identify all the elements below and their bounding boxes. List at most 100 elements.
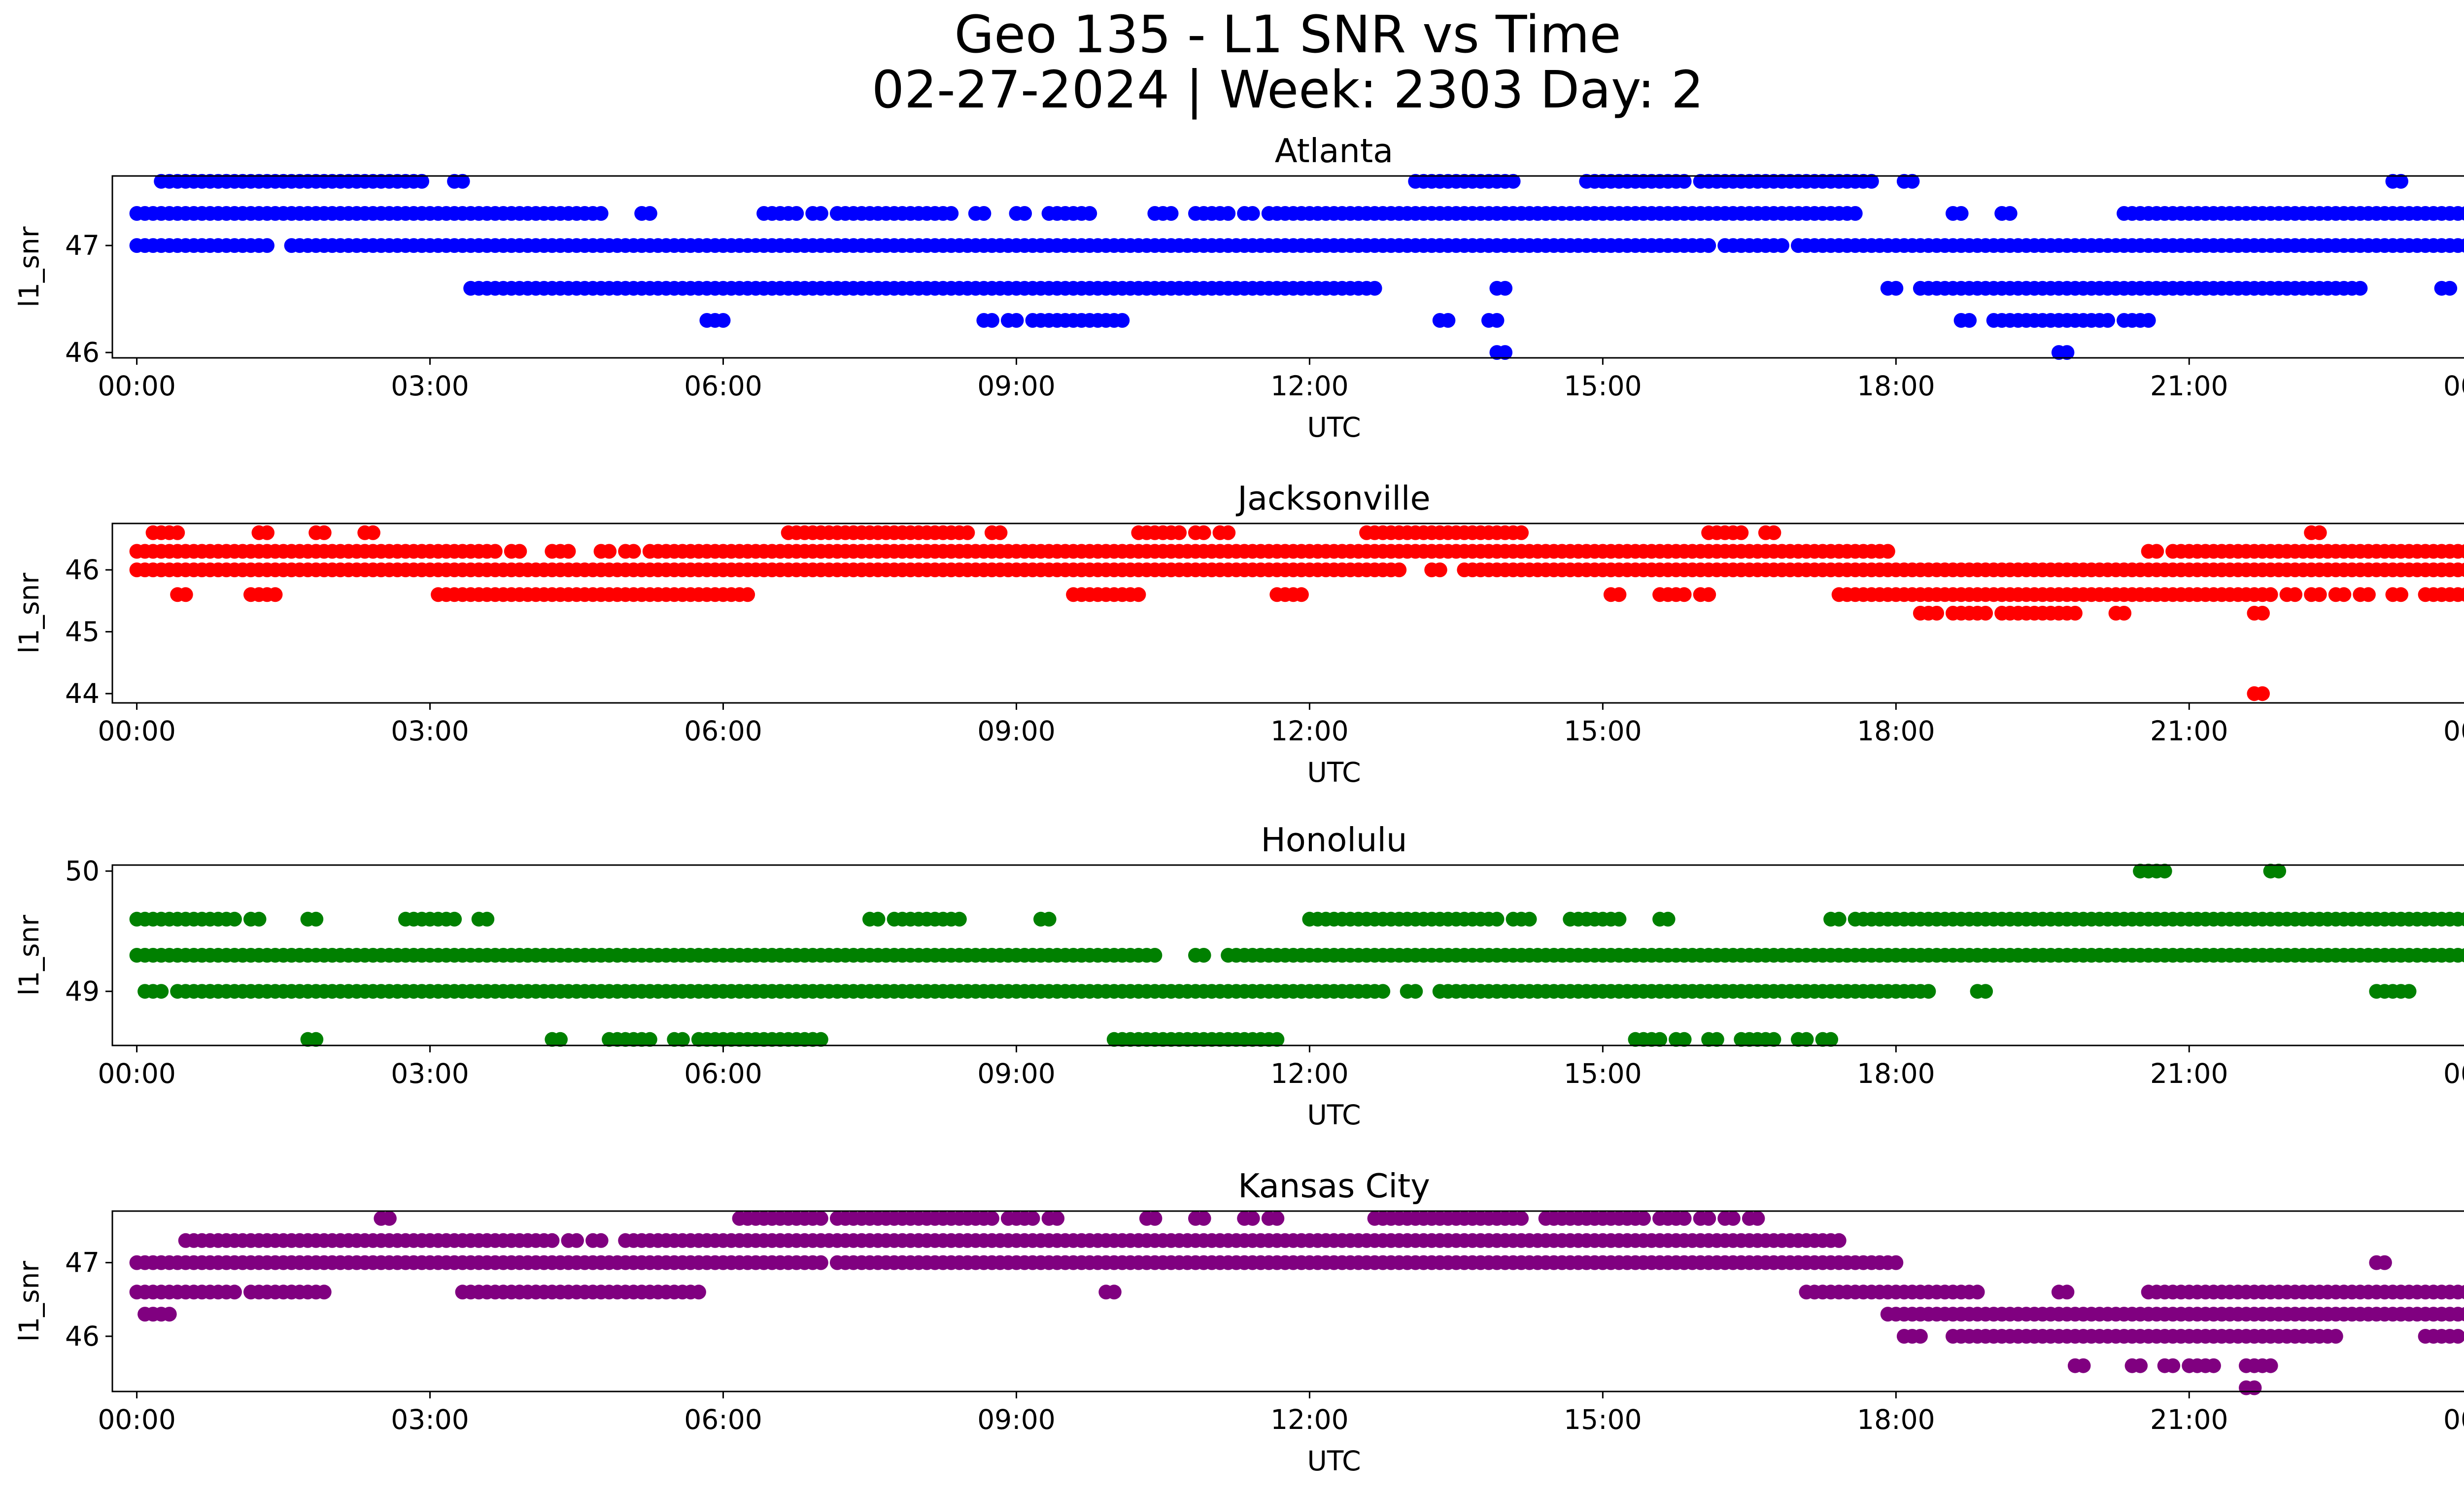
data-point	[813, 1211, 828, 1226]
data-point	[984, 1211, 999, 1226]
data-point	[1701, 1211, 1716, 1226]
figure-title-line1: Geo 135 - L1 SNR vs Time	[954, 4, 1621, 65]
data-point	[1131, 587, 1146, 602]
data-point	[626, 544, 641, 559]
data-point	[1864, 174, 1879, 189]
data-point	[545, 1233, 560, 1248]
data-point	[740, 587, 755, 602]
x-tick-label: 18:00	[1857, 1404, 1935, 1435]
axes-frame-honolulu	[111, 864, 2464, 1046]
data-point	[1734, 525, 1749, 540]
data-point	[2394, 174, 2408, 189]
data-point	[2002, 206, 2018, 221]
data-point	[960, 525, 975, 540]
data-point	[1196, 948, 1211, 963]
x-tick-label: 00:00	[2443, 1404, 2464, 1435]
data-point	[447, 911, 462, 927]
x-tick-label: 12:00	[1270, 715, 1349, 747]
data-point	[1636, 1211, 1651, 1226]
x-tick-label: 00:00	[98, 715, 176, 747]
x-tick-label: 18:00	[1857, 1058, 1935, 1089]
data-point	[2459, 587, 2464, 602]
panel-atlanta: Atlanta 00:00 03:00 06:00 09:00 12:00 15:00 18:…	[13, 132, 2464, 443]
points-kansas-city	[129, 1211, 2464, 1395]
data-point	[1196, 525, 1211, 540]
x-tick-label: 12:00	[1270, 1404, 1349, 1435]
data-point	[487, 544, 503, 559]
data-point	[2149, 544, 2164, 559]
points-atlanta	[129, 174, 2464, 360]
data-point	[1701, 238, 1716, 253]
data-point	[1367, 280, 1382, 296]
data-point	[1611, 911, 1627, 927]
y-tick-label: 47	[65, 230, 100, 261]
data-point	[316, 525, 332, 540]
x-tick-label: 15:00	[1564, 370, 1642, 402]
data-point	[1498, 345, 1513, 360]
data-point	[1522, 911, 1537, 927]
data-point	[1766, 525, 1781, 540]
data-point	[2459, 544, 2464, 558]
data-point	[1082, 206, 1097, 221]
data-point	[2263, 587, 2278, 602]
x-tick-label: 09:00	[977, 1404, 1056, 1435]
x-tick-label: 18:00	[1857, 370, 1935, 402]
data-point	[1375, 984, 1391, 999]
data-point	[1269, 1032, 1285, 1047]
data-point	[944, 206, 959, 221]
data-point	[1677, 1211, 1692, 1226]
data-point	[2312, 587, 2327, 602]
y-tick-label: 46	[65, 337, 100, 368]
data-point	[1392, 562, 1407, 578]
data-point	[2117, 606, 2132, 621]
data-point	[365, 525, 380, 540]
data-point	[1823, 1032, 1839, 1047]
data-point	[479, 911, 495, 927]
data-point	[316, 1285, 332, 1300]
x-tick-label: 15:00	[1564, 715, 1642, 747]
data-point	[2459, 562, 2464, 577]
data-point	[602, 544, 617, 559]
data-point	[2459, 1285, 2464, 1299]
x-axis-label-atlanta: UTC	[1307, 412, 1361, 443]
data-point	[2459, 206, 2464, 221]
x-tick-label: 00:00	[98, 370, 176, 402]
data-point	[1905, 174, 1920, 189]
data-point	[1978, 984, 1993, 999]
x-tick-label: 06:00	[684, 715, 762, 747]
x-tick-label: 09:00	[977, 370, 1056, 402]
data-point	[2459, 238, 2464, 253]
data-point	[1172, 525, 1187, 540]
x-tick-label: 21:00	[2150, 1058, 2228, 1089]
x-tick-label: 00:00	[98, 1058, 176, 1089]
panel-title-jacksonville: Jacksonville	[1235, 479, 1431, 518]
y-tick-label: 46	[65, 1321, 100, 1352]
data-point	[992, 525, 1008, 540]
x-tick-label: 00:00	[2443, 715, 2464, 747]
data-point	[1221, 206, 1236, 221]
data-point	[2247, 1380, 2262, 1395]
data-point	[1489, 313, 1505, 328]
panel-jacksonville: Jacksonville 00:00 03:00 06:00 09:00 12:00 15:…	[13, 479, 2464, 788]
data-point	[455, 174, 470, 189]
data-point	[1164, 206, 1179, 221]
data-point	[381, 1211, 397, 1226]
x-tick-label: 15:00	[1564, 1058, 1642, 1089]
data-point	[162, 1307, 177, 1322]
x-tick-label: 21:00	[2150, 370, 2228, 402]
x-tick-label: 09:00	[977, 715, 1056, 747]
data-point	[178, 587, 193, 602]
data-point	[2263, 1358, 2278, 1373]
x-tick-label: 06:00	[684, 1404, 762, 1435]
data-point	[170, 525, 185, 540]
x-tick-label: 18:00	[1857, 715, 1935, 747]
data-point	[1978, 606, 1993, 621]
data-point	[1799, 1032, 1814, 1047]
data-point	[2401, 984, 2417, 999]
data-point	[1408, 984, 1423, 999]
data-point	[1750, 1211, 1765, 1226]
data-point	[2459, 1307, 2464, 1321]
y-axis-label-honolulu: l1_snr	[13, 915, 45, 996]
data-point	[1701, 587, 1716, 602]
